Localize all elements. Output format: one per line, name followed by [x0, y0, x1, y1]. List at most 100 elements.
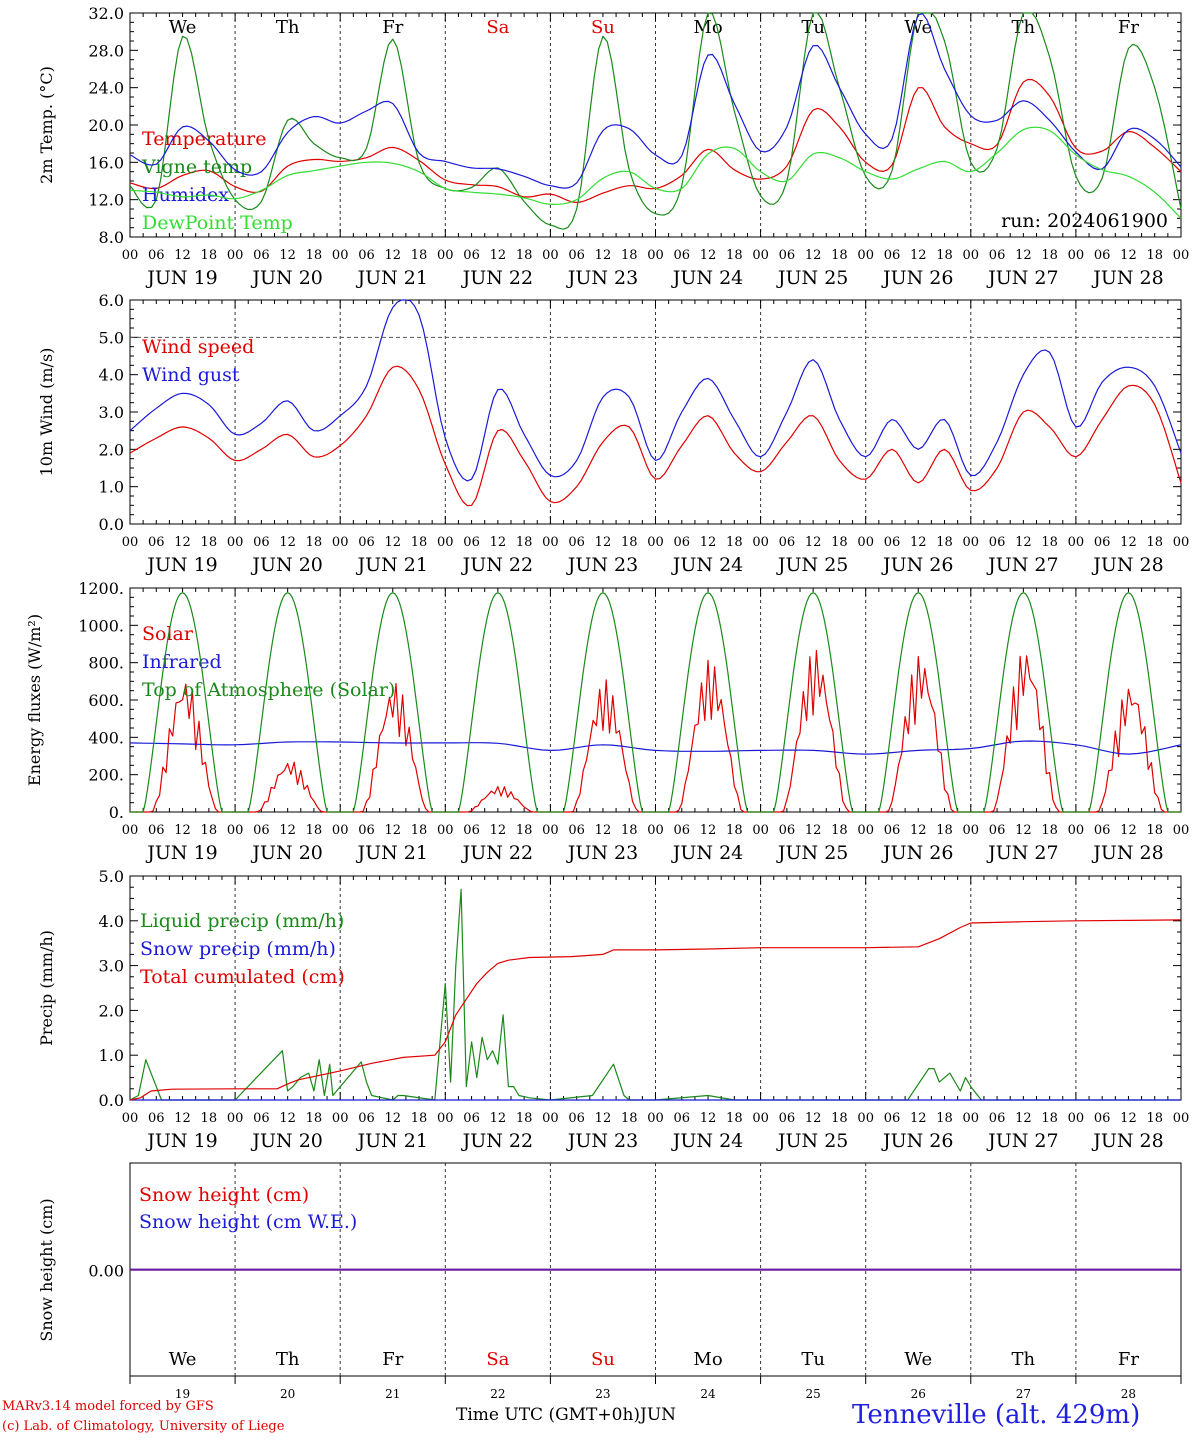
hour-label: 00: [1068, 823, 1085, 838]
hour-label: 12: [700, 248, 717, 263]
hour-label: 06: [674, 1111, 691, 1126]
hour-label: 18: [936, 535, 953, 550]
day-label: JUN 21: [356, 554, 428, 576]
day-label: JUN 22: [461, 554, 533, 576]
hour-label: 06: [148, 1111, 165, 1126]
hour-label: 06: [463, 1111, 480, 1126]
hour-label: 06: [779, 823, 796, 838]
day-label: JUN 28: [1091, 1130, 1163, 1152]
hour-label: 00: [963, 535, 980, 550]
hour-label: 18: [1041, 823, 1058, 838]
day-label: JUN 25: [776, 267, 848, 289]
hour-label: 18: [831, 535, 848, 550]
weekday-label: Mo: [693, 1349, 722, 1370]
hour-label: 00: [1173, 823, 1190, 838]
hour-label: 00: [1173, 535, 1190, 550]
hour-label: 18: [726, 248, 743, 263]
hour-label: 12: [384, 535, 401, 550]
hour-label: 18: [1041, 248, 1058, 263]
hour-label: 06: [568, 535, 585, 550]
hour-label: 12: [490, 248, 507, 263]
y-tick-label: 0.0: [99, 515, 124, 534]
hour-label: 18: [936, 1111, 953, 1126]
weekday-label: Tu: [801, 1349, 825, 1370]
hour-label: 00: [542, 823, 559, 838]
lab-credit: (c) Lab. of Climatology, University of L…: [2, 1419, 285, 1434]
hour-label: 18: [1146, 1111, 1163, 1126]
series-line: [129, 12, 1182, 230]
hour-label: 18: [1146, 823, 1163, 838]
hour-label: 12: [1015, 248, 1032, 263]
hour-label: 00: [963, 248, 980, 263]
hour-label: 06: [884, 1111, 901, 1126]
series-line: [129, 365, 1182, 507]
hour-label: 00: [227, 1111, 244, 1126]
hour-label: 18: [306, 823, 323, 838]
legend-entry: Humidex: [142, 184, 229, 206]
y-tick-label: 0.00: [88, 1262, 124, 1281]
hour-label: 06: [568, 248, 585, 263]
day-label: JUN 26: [881, 554, 953, 576]
hour-label: 18: [411, 248, 428, 263]
hour-label: 12: [805, 823, 822, 838]
day-number-label: 27: [1016, 1387, 1031, 1401]
y-tick-label: 4.0: [99, 912, 124, 931]
y-tick-label: 200.: [88, 766, 124, 785]
legend-entry: Snow precip (mm/h): [140, 938, 336, 960]
y-tick-label: 3.0: [99, 403, 124, 422]
hour-label: 00: [752, 248, 769, 263]
weekday-label: Su: [591, 17, 615, 38]
hour-label: 06: [568, 823, 585, 838]
hour-label: 18: [831, 823, 848, 838]
day-number-label: 22: [490, 1387, 505, 1401]
hour-label: 06: [1094, 823, 1111, 838]
day-label: JUN 22: [461, 267, 533, 289]
hour-label: 06: [989, 823, 1006, 838]
hour-label: 18: [621, 823, 638, 838]
hour-label: 18: [726, 535, 743, 550]
hour-label: 18: [411, 823, 428, 838]
hour-label: 06: [148, 535, 165, 550]
y-tick-label: 5.0: [99, 328, 124, 347]
hour-label: 12: [910, 535, 927, 550]
y-tick-label: 2.0: [99, 440, 124, 459]
hour-label: 06: [779, 248, 796, 263]
y-tick-label: 12.0: [88, 191, 124, 210]
hour-label: 12: [490, 823, 507, 838]
hour-label: 06: [568, 1111, 585, 1126]
hour-label: 18: [306, 248, 323, 263]
day-label: JUN 23: [566, 842, 638, 864]
hour-label: 06: [674, 248, 691, 263]
hour-label: 18: [936, 248, 953, 263]
y-tick-label: 0.0: [99, 1091, 124, 1110]
hour-label: 00: [122, 248, 139, 263]
hour-label: 18: [621, 535, 638, 550]
series-line: [129, 888, 1181, 1101]
hour-label: 18: [1146, 535, 1163, 550]
legend-entry: DewPoint Temp: [142, 212, 293, 234]
day-number-label: 23: [595, 1387, 610, 1401]
hour-label: 12: [279, 535, 296, 550]
hour-label: 00: [647, 248, 664, 263]
day-label: JUN 25: [776, 1130, 848, 1152]
y-tick-label: 16.0: [88, 153, 124, 172]
hour-label: 12: [1120, 535, 1137, 550]
hour-label: 12: [700, 1111, 717, 1126]
weekday-label: Sa: [486, 17, 509, 38]
hour-label: 18: [831, 1111, 848, 1126]
hour-label: 12: [805, 1111, 822, 1126]
day-label: JUN 19: [145, 554, 217, 576]
day-label: JUN 20: [250, 554, 322, 576]
y-tick-label: 2.0: [99, 1001, 124, 1020]
hour-label: 06: [358, 535, 375, 550]
hour-label: 12: [595, 248, 612, 263]
hour-label: 00: [1068, 535, 1085, 550]
day-label: JUN 25: [776, 554, 848, 576]
hour-label: 06: [358, 823, 375, 838]
hour-label: 12: [279, 1111, 296, 1126]
hour-label: 06: [779, 535, 796, 550]
hour-label: 06: [674, 823, 691, 838]
hour-label: 06: [884, 535, 901, 550]
y-tick-label: 24.0: [88, 79, 124, 98]
y-tick-label: 0.: [109, 803, 124, 822]
